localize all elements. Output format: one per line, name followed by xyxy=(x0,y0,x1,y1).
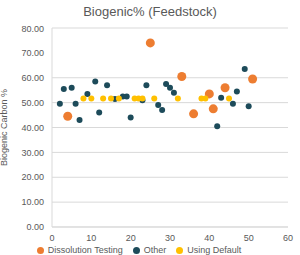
svg-text:20.00: 20.00 xyxy=(21,172,44,182)
svg-text:0.00: 0.00 xyxy=(26,222,44,232)
svg-text:40.00: 40.00 xyxy=(21,123,44,133)
svg-text:50.00: 50.00 xyxy=(21,98,44,108)
svg-text:40: 40 xyxy=(204,233,214,243)
html-text:Dissolution Testing: Dissolution Testing xyxy=(47,245,123,255)
svg-text:60.00: 60.00 xyxy=(21,73,44,83)
svg-text:20: 20 xyxy=(126,233,136,243)
svg-text:50: 50 xyxy=(244,233,254,243)
svg-text:30.00: 30.00 xyxy=(21,148,44,158)
svg-text:Biogenic Carbon %: Biogenic Carbon % xyxy=(8,89,9,166)
svg-text:0: 0 xyxy=(49,233,54,243)
svg-text:60: 60 xyxy=(283,233,292,243)
svg-text:30: 30 xyxy=(165,233,175,243)
html-text:Other: Other xyxy=(143,245,167,255)
svg-text:10: 10 xyxy=(86,233,96,243)
svg-text:70.00: 70.00 xyxy=(21,48,44,58)
svg-text:80.00: 80.00 xyxy=(21,24,44,34)
svg-text:10.00: 10.00 xyxy=(21,197,44,207)
html-text:Biogenic% (Feedstock): Biogenic% (Feedstock) xyxy=(83,4,217,19)
html-text:Using Default: Using Default xyxy=(187,245,242,255)
